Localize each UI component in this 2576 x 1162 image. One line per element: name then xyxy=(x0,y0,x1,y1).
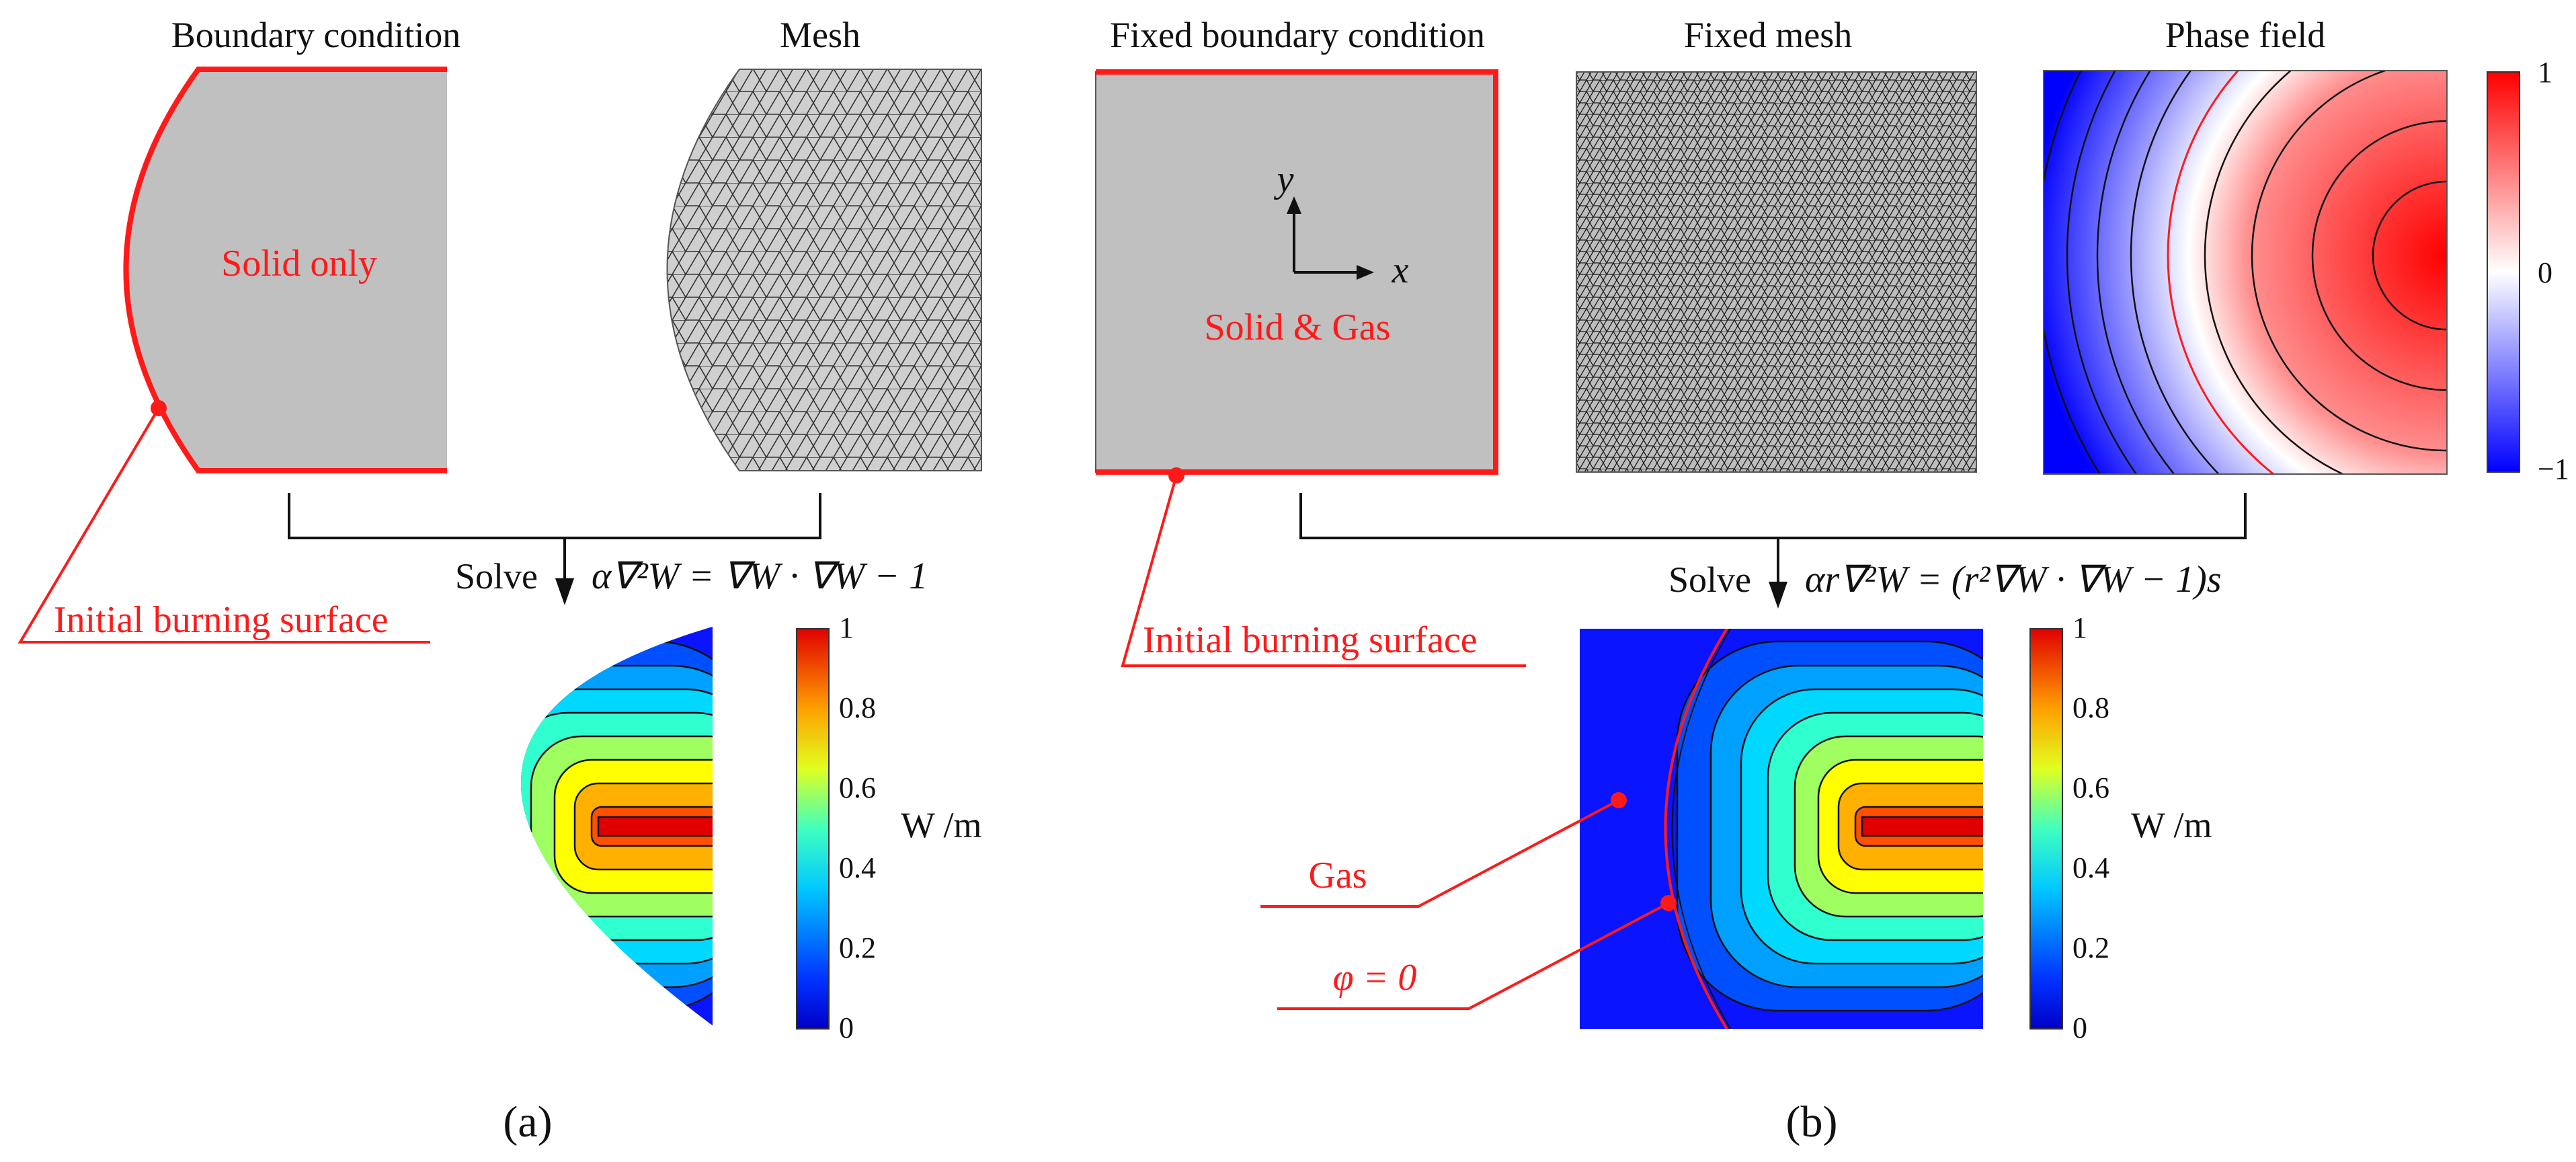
panel-a: Boundary condition Mesh Solid only Initi… xyxy=(17,15,982,1147)
equation-b: αr∇²W = (r²∇W · ∇W − 1)s xyxy=(1805,559,2222,601)
tick-b-02: 0.2 xyxy=(2072,931,2109,964)
tick-b-0: 0 xyxy=(2072,1011,2087,1044)
tick-b-1: 1 xyxy=(2072,611,2087,644)
phase-field-plot xyxy=(2043,70,2448,475)
equation-a: α∇²W = ∇W · ∇W − 1 xyxy=(592,555,928,597)
axis-y-label: y xyxy=(1274,159,1294,200)
contour-plot-a xyxy=(521,627,713,1025)
panel-b: Fixed boundary condition Fixed mesh Phas… xyxy=(1095,15,2569,1147)
solve-arrowhead-b xyxy=(1769,582,1787,609)
boundary-title-a: Boundary condition xyxy=(171,15,460,55)
solve-label-a: Solve xyxy=(455,556,538,596)
colorbar-ticks-b: 1 0.8 0.6 0.4 0.2 0 xyxy=(2072,611,2109,1044)
mesh-domain-b xyxy=(1576,71,1977,473)
burning-leader-a xyxy=(17,407,430,644)
phase-colorbar xyxy=(2487,71,2520,473)
solve-label-b: Solve xyxy=(1668,559,1751,600)
phase-tick-neg1: −1 xyxy=(2538,453,2569,486)
phase-tick-1: 1 xyxy=(2538,56,2552,89)
phi-leader xyxy=(1277,902,1669,1010)
region-label-a: Solid only xyxy=(221,243,377,284)
colorbar-b xyxy=(2029,628,2063,1030)
tick-a-08: 0.8 xyxy=(839,691,876,724)
tick-b-08: 0.8 xyxy=(2072,691,2109,724)
panel-label-b: (b) xyxy=(1786,1097,1838,1147)
mesh-title-a: Mesh xyxy=(780,15,860,55)
boundary-title-b: Fixed boundary condition xyxy=(1110,15,1485,55)
mesh-domain-a xyxy=(666,69,982,471)
axis-x-label: x xyxy=(1392,249,1409,291)
region-label-b: Solid & Gas xyxy=(1205,307,1391,348)
tick-a-06: 0.6 xyxy=(839,771,876,804)
bracket-b xyxy=(1299,493,2247,539)
phase-title-b: Phase field xyxy=(2165,15,2325,55)
contour-plot-b xyxy=(1580,629,1983,1029)
burning-label-a: Initial burning surface xyxy=(54,599,389,641)
unit-label-a: W /m xyxy=(901,805,982,845)
unit-label-b: W /m xyxy=(2131,805,2212,845)
burning-leader-b xyxy=(1121,475,1526,667)
axes-b: y x xyxy=(1274,159,1409,291)
colorbar-ticks-a: 1 0.8 0.6 0.4 0.2 0 xyxy=(839,611,876,1044)
tick-a-02: 0.2 xyxy=(839,931,876,964)
boundary-lines-b xyxy=(1096,69,1498,475)
colorbar-a xyxy=(796,628,830,1030)
tick-a-0: 0 xyxy=(839,1011,854,1044)
solid-domain-a xyxy=(126,69,447,471)
tick-a-1: 1 xyxy=(839,611,854,644)
gas-leader xyxy=(1260,799,1619,908)
phase-tick-0: 0 xyxy=(2538,256,2552,289)
panel-label-a: (a) xyxy=(503,1097,552,1147)
bracket-a xyxy=(288,493,821,539)
phi-label: φ = 0 xyxy=(1333,957,1417,999)
mesh-title-b: Fixed mesh xyxy=(1684,15,1853,55)
gas-label: Gas xyxy=(1308,855,1367,896)
solve-arrowhead-a xyxy=(555,578,574,605)
tick-b-04: 0.4 xyxy=(2072,851,2109,884)
burning-boundary-a xyxy=(123,67,447,473)
burning-label-b: Initial burning surface xyxy=(1143,619,1478,661)
tick-a-04: 0.4 xyxy=(839,851,876,884)
tick-b-06: 0.6 xyxy=(2072,771,2109,804)
